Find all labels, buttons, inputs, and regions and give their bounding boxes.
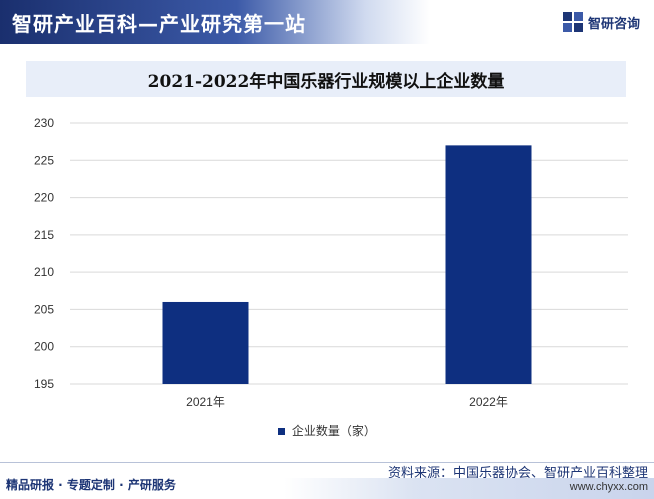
y-tick-label: 230 (34, 116, 54, 130)
data-source: 资料来源：中国乐器协会、智研产业百科整理 (387, 466, 648, 481)
y-tick-label: 195 (34, 377, 54, 391)
footer-tagline: 精品研报 · 专题定制 · 产研服务 (6, 478, 176, 492)
legend: 企业数量（家） (0, 422, 654, 439)
y-tick-label: 215 (34, 228, 54, 242)
legend-label: 企业数量（家） (291, 424, 376, 438)
bars (162, 145, 532, 384)
chart-title: 2021-2022年中国乐器行业规模以上企业数量 (147, 71, 505, 92)
header: 智研产业百科—产业研究第一站 智研咨询 (0, 0, 654, 44)
bar (162, 301, 249, 384)
chart-title-box: 2021-2022年中国乐器行业规模以上企业数量 (26, 61, 626, 97)
grid-lines (70, 122, 628, 385)
brand-name: 智研咨询 (587, 16, 640, 32)
header-banner (0, 0, 430, 44)
x-axis-ticks: 2021年 2022年 (186, 395, 508, 409)
website-url: www.chyxx.com (569, 481, 648, 493)
x-tick-label: 2021年 (186, 395, 225, 409)
y-tick-label: 210 (34, 265, 54, 279)
bar (445, 145, 532, 384)
brand: 智研咨询 (562, 10, 640, 34)
legend-swatch (278, 428, 286, 435)
footer-strip (284, 478, 654, 499)
y-axis-ticks: 195 200 205 210 215 220 225 230 (34, 116, 54, 391)
x-tick-label: 2022年 (469, 395, 508, 409)
y-tick-label: 225 (34, 153, 54, 167)
header-title: 智研产业百科—产业研究第一站 (12, 12, 306, 36)
y-tick-label: 205 (34, 302, 54, 316)
y-tick-label: 200 (34, 340, 54, 354)
brand-logo-icon (562, 12, 583, 32)
y-tick-label: 220 (34, 191, 54, 205)
footer-divider (0, 462, 654, 463)
